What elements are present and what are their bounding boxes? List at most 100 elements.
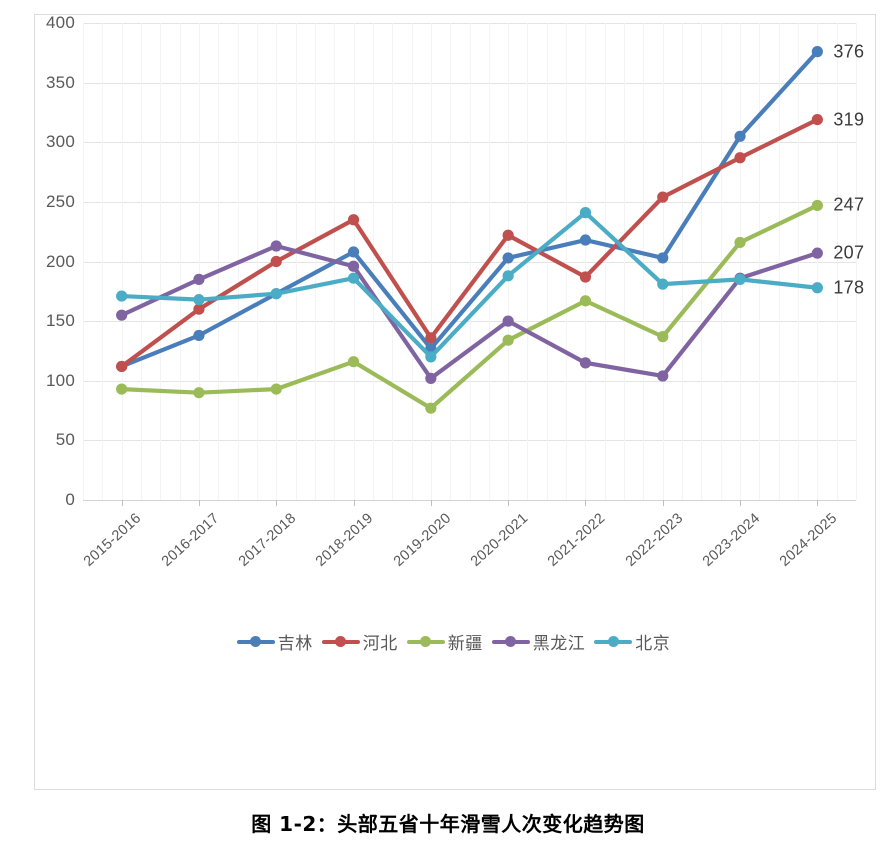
vertical-gridline — [372, 23, 374, 500]
y-tick-label-250: 250 — [46, 191, 75, 211]
data-point-河北-2020-2021 — [502, 229, 514, 241]
figure-caption: 图 1-2：头部五省十年滑雪人次变化趋势图 — [251, 812, 645, 836]
legend-label-新疆: 新疆 — [447, 634, 483, 654]
y-tick-label-350: 350 — [46, 72, 75, 92]
vertical-gridline — [256, 23, 258, 500]
data-point-北京-2024-2025 — [811, 282, 823, 294]
x-tick-2021-2022 — [585, 500, 587, 506]
data-point-北京-2018-2019 — [347, 272, 360, 284]
legend-label-河北: 河北 — [362, 634, 398, 654]
data-point-吉林-2022-2023 — [657, 252, 669, 264]
data-point-北京-2020-2021 — [502, 270, 514, 282]
x-tick-2020-2021 — [508, 500, 510, 506]
data-point-黑龙江-2022-2023 — [657, 370, 669, 382]
vertical-gridline — [836, 23, 838, 500]
data-point-河北-2015-2016 — [116, 360, 128, 373]
legend-item-吉林[interactable]: 吉林 — [236, 629, 316, 654]
vertical-gridline — [604, 23, 606, 500]
vertical-gridline — [817, 23, 819, 500]
legend-item-黑龙江[interactable]: 黑龙江 — [491, 629, 589, 654]
series-新疆 — [116, 199, 823, 414]
vertical-gridline — [778, 23, 780, 500]
y-tick-label-50: 50 — [55, 430, 75, 450]
series-line-吉林 — [119, 49, 820, 369]
data-point-黑龙江-2018-2019 — [347, 260, 360, 272]
legend-label-黑龙江: 黑龙江 — [532, 634, 586, 654]
legend-label-北京: 北京 — [635, 634, 671, 654]
vertical-gridline — [546, 23, 548, 500]
data-point-河北-2023-2024 — [734, 152, 746, 164]
x-tick-label-2021-2022: 2021-2022 — [545, 510, 609, 570]
end-label-河北: 319 — [833, 109, 865, 130]
legend-dot — [505, 636, 517, 647]
vertical-gridline — [740, 23, 742, 500]
data-point-北京-2022-2023 — [657, 278, 669, 290]
data-point-河北-2017-2018 — [270, 255, 282, 268]
data-point-河北-2019-2020 — [425, 332, 437, 344]
legend-marker-icon-北京 — [594, 635, 633, 649]
end-label-北京: 178 — [833, 277, 865, 298]
legend-item-河北[interactable]: 河北 — [321, 629, 401, 654]
legend-dot — [420, 636, 432, 647]
end-label-新疆: 247 — [833, 194, 865, 215]
vertical-gridline — [682, 23, 684, 500]
legend-marker-icon-黑龙江 — [491, 635, 530, 649]
legend-item-新疆[interactable]: 新疆 — [406, 629, 486, 654]
data-point-新疆-2018-2019 — [347, 356, 360, 368]
gridline-0 — [83, 500, 856, 501]
x-tick-2018-2019 — [353, 500, 355, 506]
data-point-新疆-2015-2016 — [116, 383, 128, 395]
data-point-河北-2022-2023 — [657, 191, 669, 203]
data-point-吉林-2016-2017 — [193, 329, 205, 342]
data-point-吉林-2024-2025 — [811, 46, 823, 58]
vertical-gridline — [701, 23, 703, 500]
data-point-北京-2021-2022 — [579, 207, 592, 219]
y-tick-label-150: 150 — [46, 311, 75, 331]
data-point-河北-2016-2017 — [193, 303, 205, 315]
vertical-gridline — [102, 23, 104, 500]
data-point-北京-2016-2017 — [193, 294, 205, 306]
x-tick-2015-2016 — [121, 500, 123, 506]
data-point-黑龙江-2017-2018 — [270, 240, 282, 252]
x-tick-2019-2020 — [430, 500, 432, 506]
data-point-黑龙江-2015-2016 — [116, 309, 128, 321]
chart-frame: 0 50 100 150 200 250 300 350 400 2015-2016 2016-2… — [34, 13, 876, 790]
data-point-黑龙江-2016-2017 — [193, 273, 205, 285]
x-tick-2017-2018 — [276, 500, 278, 506]
x-tick-label-2016-2017: 2016-2017 — [158, 510, 223, 570]
vertical-gridline — [140, 23, 142, 500]
data-point-北京-2015-2016 — [116, 290, 128, 302]
series-河北 — [116, 113, 823, 373]
legend-marker-icon-吉林 — [236, 635, 275, 649]
data-point-新疆-2020-2021 — [502, 334, 514, 346]
x-tick-2022-2023 — [662, 500, 664, 506]
series-line-河北 — [119, 117, 820, 369]
data-point-新疆-2021-2022 — [579, 295, 592, 307]
vertical-gridline — [624, 23, 626, 500]
series-吉林 — [116, 46, 823, 373]
vertical-gridline — [83, 23, 84, 500]
data-point-新疆-2022-2023 — [657, 331, 669, 343]
data-point-北京-2023-2024 — [734, 273, 746, 285]
vertical-gridline — [469, 23, 471, 500]
x-tick-2023-2024 — [740, 500, 742, 506]
end-label-吉林: 376 — [833, 41, 865, 62]
vertical-gridline — [759, 23, 761, 500]
vertical-gridline — [121, 23, 123, 500]
vertical-gridline — [314, 23, 316, 500]
vertical-gridline — [585, 23, 587, 500]
data-point-黑龙江-2019-2020 — [425, 372, 437, 384]
data-point-新疆-2023-2024 — [734, 236, 746, 249]
data-point-吉林-2021-2022 — [579, 234, 592, 246]
y-tick-label-0: 0 — [65, 490, 75, 509]
vertical-gridline — [160, 23, 162, 500]
vertical-gridline — [392, 23, 394, 500]
legend-dot — [607, 636, 619, 647]
legend-item-北京[interactable]: 北京 — [594, 629, 673, 654]
vertical-gridline — [450, 23, 452, 500]
x-tick-label-2022-2023: 2022-2023 — [622, 510, 686, 570]
data-point-黑龙江-2020-2021 — [502, 315, 514, 327]
y-tick-label-400: 400 — [46, 13, 75, 32]
series-line-北京 — [119, 210, 820, 359]
